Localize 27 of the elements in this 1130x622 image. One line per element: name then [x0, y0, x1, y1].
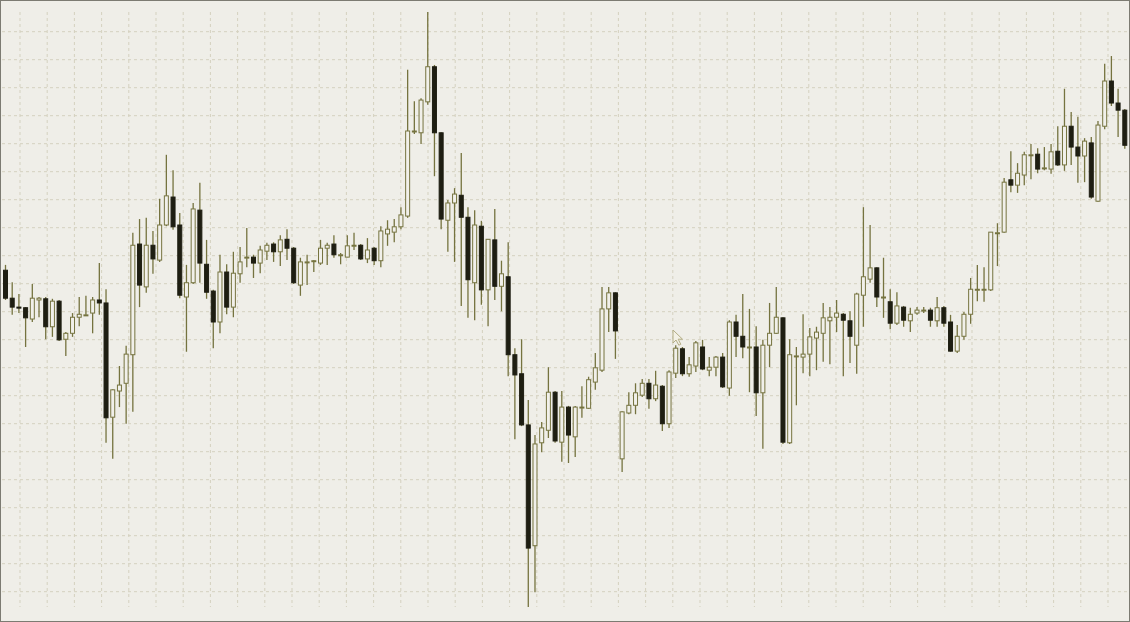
candlestick: [994, 222, 1000, 267]
candlestick: [1082, 137, 1088, 183]
candlestick: [907, 307, 913, 333]
candlestick: [277, 234, 283, 267]
candlestick: [653, 370, 659, 402]
candlestick: [894, 291, 900, 326]
candlestick: [318, 239, 324, 266]
candlestick: [498, 260, 504, 312]
candlestick: [244, 227, 250, 268]
candlestick: [539, 421, 545, 453]
candlestick: [385, 219, 391, 247]
candlestick: [700, 339, 706, 371]
candlestick: [324, 242, 330, 266]
candlestick: [250, 254, 256, 279]
candlestick: [183, 264, 189, 353]
candlestick: [813, 326, 819, 371]
candlestick: [63, 331, 69, 357]
candlestick: [746, 308, 752, 393]
candlestick: [934, 296, 940, 328]
candlestick: [773, 286, 779, 335]
candlestick: [633, 382, 639, 415]
candlestick: [1015, 162, 1021, 194]
candlestick: [116, 365, 122, 408]
candlestick: [70, 312, 76, 338]
candlestick: [90, 296, 96, 334]
candlestick: [881, 257, 887, 319]
candlestick: [364, 237, 370, 264]
